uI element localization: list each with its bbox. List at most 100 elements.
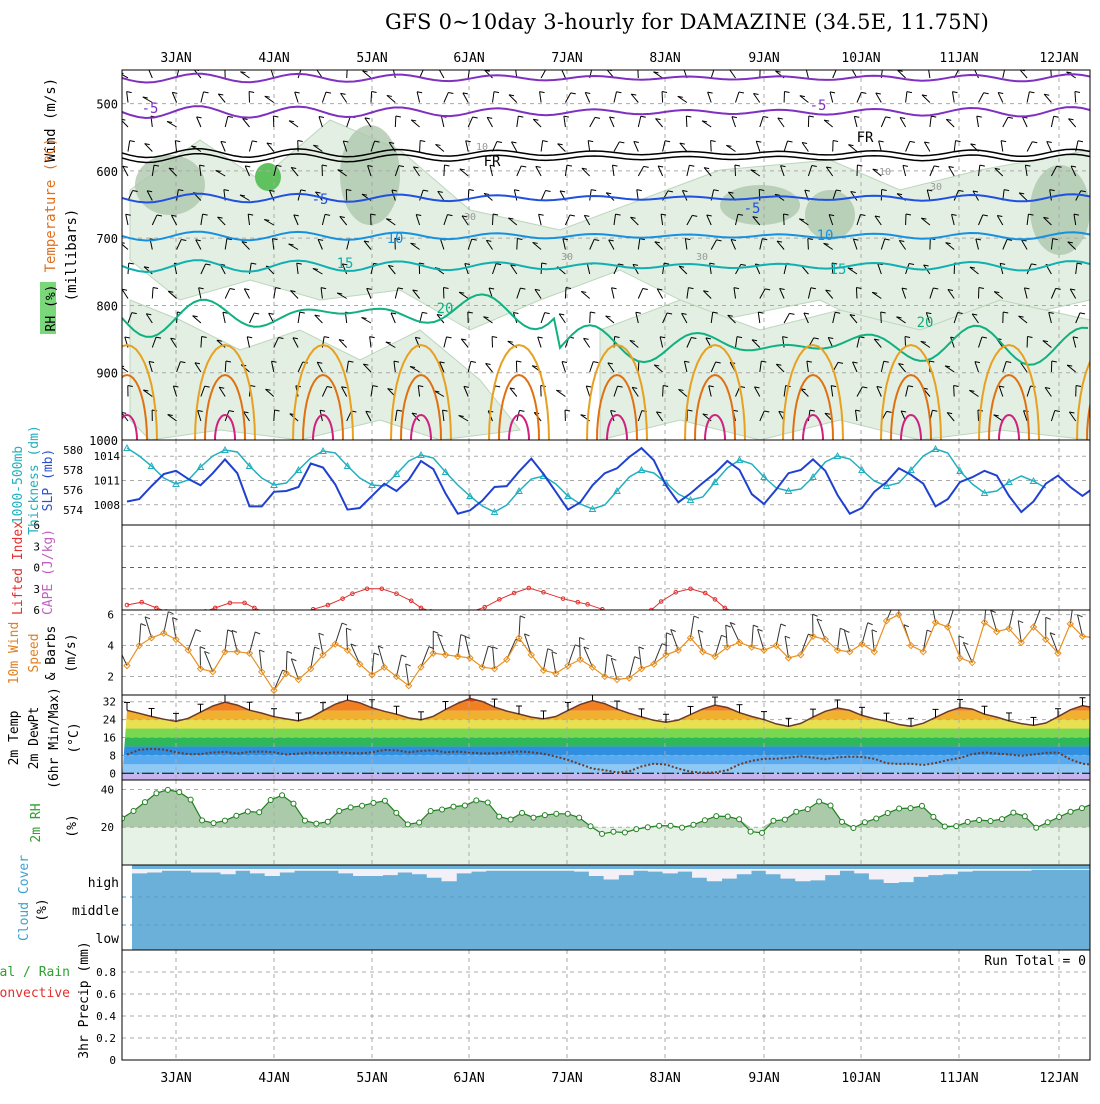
y-tick-label: 600 bbox=[96, 165, 118, 179]
wind-barb bbox=[541, 313, 545, 323]
cloud-gap bbox=[692, 869, 707, 878]
y-tick-label: 0.8 bbox=[96, 966, 116, 979]
wind-barb bbox=[680, 143, 687, 151]
wind-barb bbox=[465, 636, 470, 657]
wind-barb bbox=[397, 655, 402, 676]
wind-barb bbox=[247, 337, 252, 338]
wind-barb bbox=[561, 68, 566, 69]
wind-barb bbox=[607, 655, 612, 657]
wind-barb bbox=[852, 68, 857, 69]
axis-label-rh: RH (%) bbox=[44, 285, 59, 332]
wind-barb bbox=[663, 386, 664, 397]
y-tick-label: 0 bbox=[109, 1054, 116, 1067]
rh-point bbox=[245, 809, 250, 814]
wind-barb bbox=[322, 92, 326, 102]
wind-barb bbox=[739, 92, 744, 93]
contour-label: 15 bbox=[337, 256, 354, 272]
contour-label: 30 bbox=[696, 252, 708, 263]
wind-barb bbox=[619, 142, 624, 143]
wind-barb bbox=[763, 117, 768, 118]
wind-barb bbox=[516, 361, 521, 362]
wind-barb bbox=[634, 141, 638, 151]
wind-barb bbox=[247, 337, 249, 348]
wind-barb bbox=[907, 92, 912, 93]
wind-barb bbox=[686, 116, 691, 117]
wind-barb bbox=[844, 630, 849, 651]
panel-frame bbox=[122, 610, 1090, 695]
contour-label: 30 bbox=[561, 252, 573, 263]
wind-barb bbox=[686, 116, 687, 127]
wind-barb bbox=[417, 92, 422, 93]
wind-barb bbox=[173, 618, 176, 640]
contour-label: 10 bbox=[387, 231, 404, 247]
wind-barb bbox=[448, 92, 453, 93]
cloud-gap bbox=[869, 869, 884, 879]
wind-barb bbox=[636, 312, 641, 313]
wind-barb bbox=[753, 93, 759, 102]
cloud-gap bbox=[265, 869, 280, 876]
rh-shade-high bbox=[255, 163, 281, 191]
date-label-top: 3JAN bbox=[160, 51, 191, 66]
wind-barb bbox=[900, 593, 905, 595]
lifted-index-point bbox=[610, 610, 614, 614]
wind-barb bbox=[129, 263, 134, 264]
contour-label: FR bbox=[857, 130, 874, 146]
wind-barb bbox=[1054, 116, 1059, 117]
wind-barb bbox=[420, 141, 421, 152]
wind-barb bbox=[300, 312, 305, 313]
wind-barb bbox=[726, 625, 731, 627]
contour-label: 30 bbox=[464, 212, 476, 223]
wind-barb bbox=[393, 67, 395, 78]
date-label-top: 7JAN bbox=[551, 51, 582, 66]
wind-barb bbox=[567, 165, 572, 166]
precip-panel bbox=[122, 950, 1090, 1060]
y-tick-label: 40 bbox=[101, 783, 114, 796]
y-tick-label: 0.6 bbox=[96, 988, 116, 1001]
wind-barb bbox=[204, 92, 209, 93]
cloud-gap bbox=[913, 869, 928, 877]
date-label-top: 9JAN bbox=[748, 51, 779, 66]
wind-barb bbox=[806, 67, 811, 68]
lifted-index-point bbox=[449, 610, 453, 614]
wind-barb bbox=[441, 116, 443, 127]
wind-barb bbox=[200, 647, 205, 649]
panel-frame bbox=[122, 950, 1090, 1060]
rh-point bbox=[691, 822, 696, 827]
wind-barb bbox=[444, 337, 447, 348]
lifted-index-point bbox=[184, 610, 188, 614]
wind-barb bbox=[466, 141, 468, 152]
wind-barb bbox=[267, 143, 274, 152]
rh-point bbox=[508, 817, 513, 822]
y-tick-label: 16 bbox=[103, 732, 116, 745]
rh-point bbox=[360, 803, 365, 808]
rh-point bbox=[554, 811, 559, 816]
wind-barb bbox=[584, 338, 590, 347]
wind-barb bbox=[153, 288, 158, 289]
wind-barb bbox=[561, 68, 565, 78]
wind-barb bbox=[250, 632, 256, 653]
rh-point bbox=[988, 818, 993, 823]
wind-barb bbox=[565, 410, 570, 411]
wind-barb bbox=[986, 600, 991, 602]
wind-barb bbox=[444, 165, 449, 166]
rh-point bbox=[257, 810, 262, 815]
cloud-gap bbox=[1002, 869, 1017, 871]
cloud-gap bbox=[943, 869, 958, 874]
wind-barb bbox=[298, 68, 302, 78]
wind-barb bbox=[517, 116, 519, 127]
wind-barb bbox=[302, 68, 307, 69]
wind-barb bbox=[590, 312, 591, 323]
cloud-gap bbox=[559, 869, 574, 871]
wind-barb bbox=[1014, 607, 1019, 609]
wind-barb bbox=[837, 68, 842, 69]
wind-barb bbox=[570, 215, 575, 216]
wind-barb bbox=[758, 629, 764, 650]
cloud-gap bbox=[442, 869, 457, 881]
wind-barb bbox=[830, 92, 833, 103]
wind-barb bbox=[883, 67, 888, 68]
wind-barb bbox=[351, 644, 360, 664]
cloud-gap bbox=[250, 869, 265, 873]
wind-barb bbox=[145, 617, 151, 638]
wind-barb bbox=[998, 93, 1003, 103]
